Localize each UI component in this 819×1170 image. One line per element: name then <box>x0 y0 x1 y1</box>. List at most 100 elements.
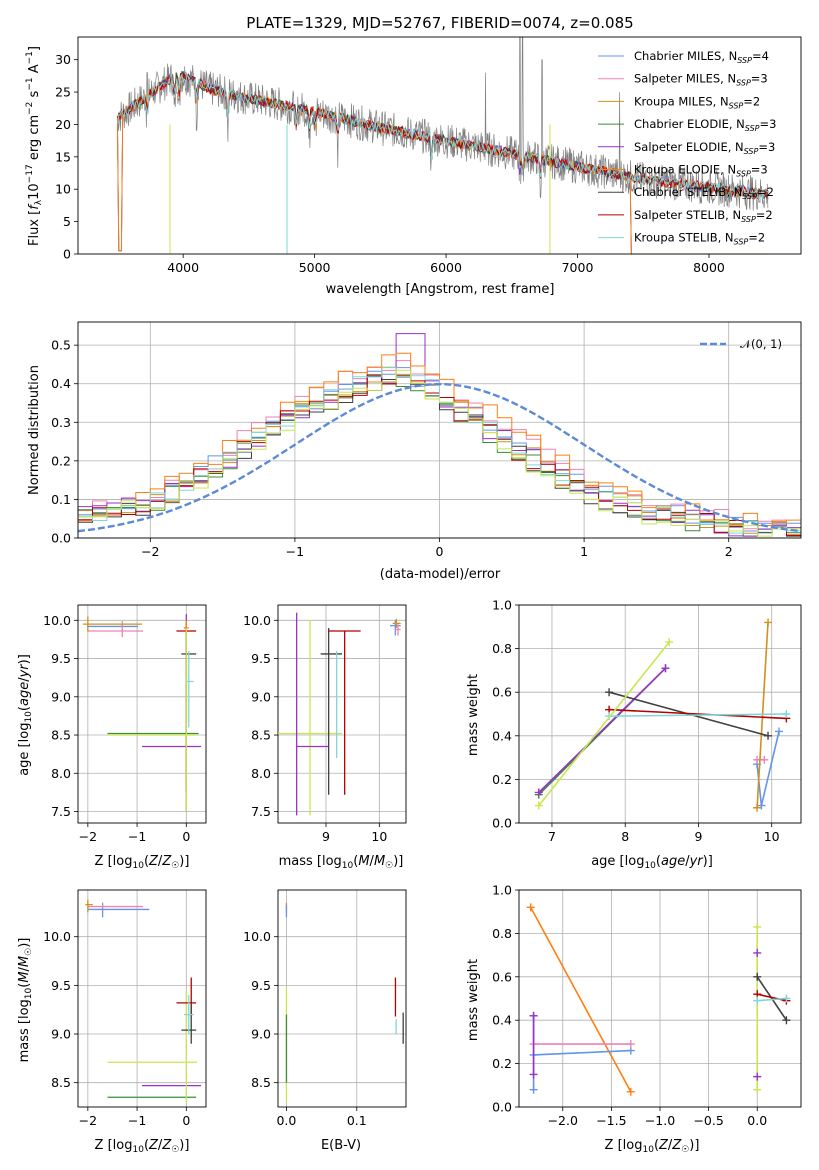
residuals-ytick-label: 0.2 <box>51 453 71 468</box>
spectrum-ytick-label: 20 <box>55 117 71 132</box>
legend-label: Chabrier STELIB, NSSP=2 <box>634 185 774 201</box>
ageZ-ytick-label: 9.0 <box>51 689 71 704</box>
residuals-histograms <box>77 333 802 538</box>
weightZ-point-marker <box>782 1016 791 1025</box>
ageZ-ytick-label: 10.0 <box>43 613 71 628</box>
weightZ-xlabel: Z [log10(Z/Z☉)] <box>605 1138 700 1155</box>
massZ-xtick-label: −2 <box>79 1113 97 1128</box>
residuals-xtick-label: −2 <box>141 544 159 559</box>
ageMass-errorbars <box>278 612 401 816</box>
weightAge-point-marker <box>760 755 769 764</box>
ageMass-xlabel: mass [log10(M/M☉)] <box>279 854 404 871</box>
weightAge-point-marker <box>753 803 762 812</box>
spectrum-xtick-label: 7000 <box>562 260 594 275</box>
spectrum-ytick-label: 5 <box>63 214 71 229</box>
weightAge-ylabel: mass weight <box>466 674 481 756</box>
weightAge-point-marker <box>534 801 543 810</box>
weightAge-point-marker <box>661 664 670 673</box>
residuals-xtick-label: −1 <box>286 544 304 559</box>
weightZ-point-marker <box>529 1085 538 1094</box>
weightZ-series-line <box>532 1015 631 1090</box>
weightAge-xtick-label: 10 <box>764 829 780 844</box>
spectrum-ytick-label: 0 <box>63 247 71 262</box>
weightZ-point-marker <box>626 1040 635 1049</box>
massZ-frame <box>77 889 207 1108</box>
weightAge-series-line <box>538 641 670 807</box>
weightAge-ytick-label: 0.6 <box>492 685 512 700</box>
panel-weightZ: −2.0 −1.5 −1.0 −0.5 0.0 0.0 0.2 0.4 0.6 0.8 1.0 <box>492 883 802 1128</box>
weightZ-xtick-label: −1.5 <box>596 1113 626 1128</box>
legend-label: Salpeter ELODIE, NSSP=3 <box>634 140 775 156</box>
weightAge-point-marker <box>782 710 791 718</box>
weightZ-point-marker <box>529 1011 538 1020</box>
massEBV-xlabel: E(B-V) <box>321 1138 361 1153</box>
weightAge-point-marker <box>534 788 543 797</box>
weightZ-point-marker <box>753 922 762 931</box>
panel-ageZ: −2 −1 0 7.5 8.0 8.5 9.0 9.5 10.0 <box>43 604 207 844</box>
ageZ-ytick-label: 8.0 <box>51 766 71 781</box>
massEBV-ytick-label: 9.0 <box>251 1027 271 1042</box>
residuals-ytick-label: 0.1 <box>51 492 71 507</box>
model-spectrum-line <box>116 73 769 200</box>
weightZ-ytick-label: 0.8 <box>492 926 512 941</box>
weightAge-frame <box>518 604 802 824</box>
residuals-ytick-label: 0.3 <box>51 415 71 430</box>
panel-residuals: −2 −1 0 1 2 0.0 0.1 0.2 0.3 0.4 0.5 (data-model)/e… <box>27 321 802 582</box>
spectrum-ticks: 4000 5000 6000 7000 8000 0 5 10 15 20 25 30 <box>55 52 725 275</box>
massEBV-ytick-label: 9.5 <box>251 978 271 993</box>
weightAge-point-marker <box>605 688 614 697</box>
ageMass-ytick-label: 10.0 <box>243 613 271 628</box>
weightAge-ytick-label: 0.0 <box>492 816 512 831</box>
panel-massEBV: 0.0 0.1 8.5 9.0 9.5 10.0 <box>243 889 407 1128</box>
residuals-ytick-label: 0.5 <box>51 338 71 353</box>
weightZ-point-marker <box>782 994 791 1003</box>
massZ-ylabel: mass [log10(M/M☉)] <box>17 938 34 1063</box>
ageMass-xtick-label: 9 <box>322 829 330 844</box>
residuals-xtick-label: 1 <box>580 544 588 559</box>
weightAge-point-marker <box>764 731 773 740</box>
spectrum-legend: Chabrier MILES, NSSP=4 Salpeter MILES, NS… <box>598 49 776 247</box>
weightAge-ytick-label: 0.2 <box>492 772 512 787</box>
massEBV-frame <box>277 889 407 1108</box>
spectrum-xtick-label: 6000 <box>430 260 462 275</box>
legend-label: Kroupa MILES, NSSP=2 <box>634 94 760 110</box>
panel-massZ: −2 −1 0 8.5 9.0 9.5 10.0 <box>43 889 207 1128</box>
weightZ-ytick-label: 0.4 <box>492 1013 512 1028</box>
weightAge-xtick-label: 7 <box>548 829 556 844</box>
spectrum-xtick-label: 4000 <box>167 260 199 275</box>
massEBV-xtick-label: 0.1 <box>347 1113 367 1128</box>
legend-label: Salpeter STELIB, NSSP=2 <box>634 208 773 224</box>
weightZ-point-marker <box>529 1070 538 1079</box>
spectrum-xlabel: wavelength [Angstrom, rest frame] <box>326 282 555 297</box>
residuals-xlabel: (data-model)/error <box>380 567 501 582</box>
ageZ-errorbars <box>82 614 202 812</box>
weightZ-series-line <box>756 976 788 1021</box>
panel-ageMass: 9 10 7.5 8.0 8.5 9.0 9.5 10.0 <box>243 604 407 844</box>
weightZ-point-marker <box>626 1087 635 1096</box>
massZ-ytick-label: 9.5 <box>51 978 71 993</box>
legend-label: Chabrier MILES, NSSP=4 <box>634 49 769 65</box>
massEBV-ytick-label: 8.5 <box>251 1075 271 1090</box>
residual-histogram <box>77 369 801 538</box>
ageZ-ytick-label: 8.5 <box>51 728 71 743</box>
spectrum-lines <box>116 36 769 255</box>
weightZ-ytick-label: 0.6 <box>492 969 512 984</box>
parameter-panels: −2 −1 07.58.08.59.09.510.09 107.58.08.59.09… <box>43 598 802 1128</box>
residuals-ytick-label: 0.0 <box>51 531 71 546</box>
weightZ-xtick-label: −1.0 <box>645 1113 675 1128</box>
spectrum-frame <box>77 36 802 255</box>
residuals-ytick-label: 0.4 <box>51 376 71 391</box>
weightAge-point-marker <box>775 727 784 736</box>
spectrum-ytick-label: 10 <box>55 182 71 197</box>
residuals-xtick-label: 2 <box>725 544 733 559</box>
weightZ-xtick-label: 0.0 <box>747 1113 767 1128</box>
weightZ-point-marker <box>753 1085 762 1094</box>
massZ-ytick-label: 10.0 <box>43 929 71 944</box>
spectrum-ytick-label: 15 <box>55 149 71 164</box>
weightZ-xtick-label: −2.0 <box>548 1113 578 1128</box>
ageMass-ytick-label: 8.5 <box>251 728 271 743</box>
weightZ-series-line <box>529 907 632 1093</box>
residuals-ylabel: Normed distribution <box>27 365 42 495</box>
ageMass-ytick-label: 9.5 <box>251 651 271 666</box>
legend-label: Kroupa STELIB, NSSP=2 <box>634 231 765 247</box>
